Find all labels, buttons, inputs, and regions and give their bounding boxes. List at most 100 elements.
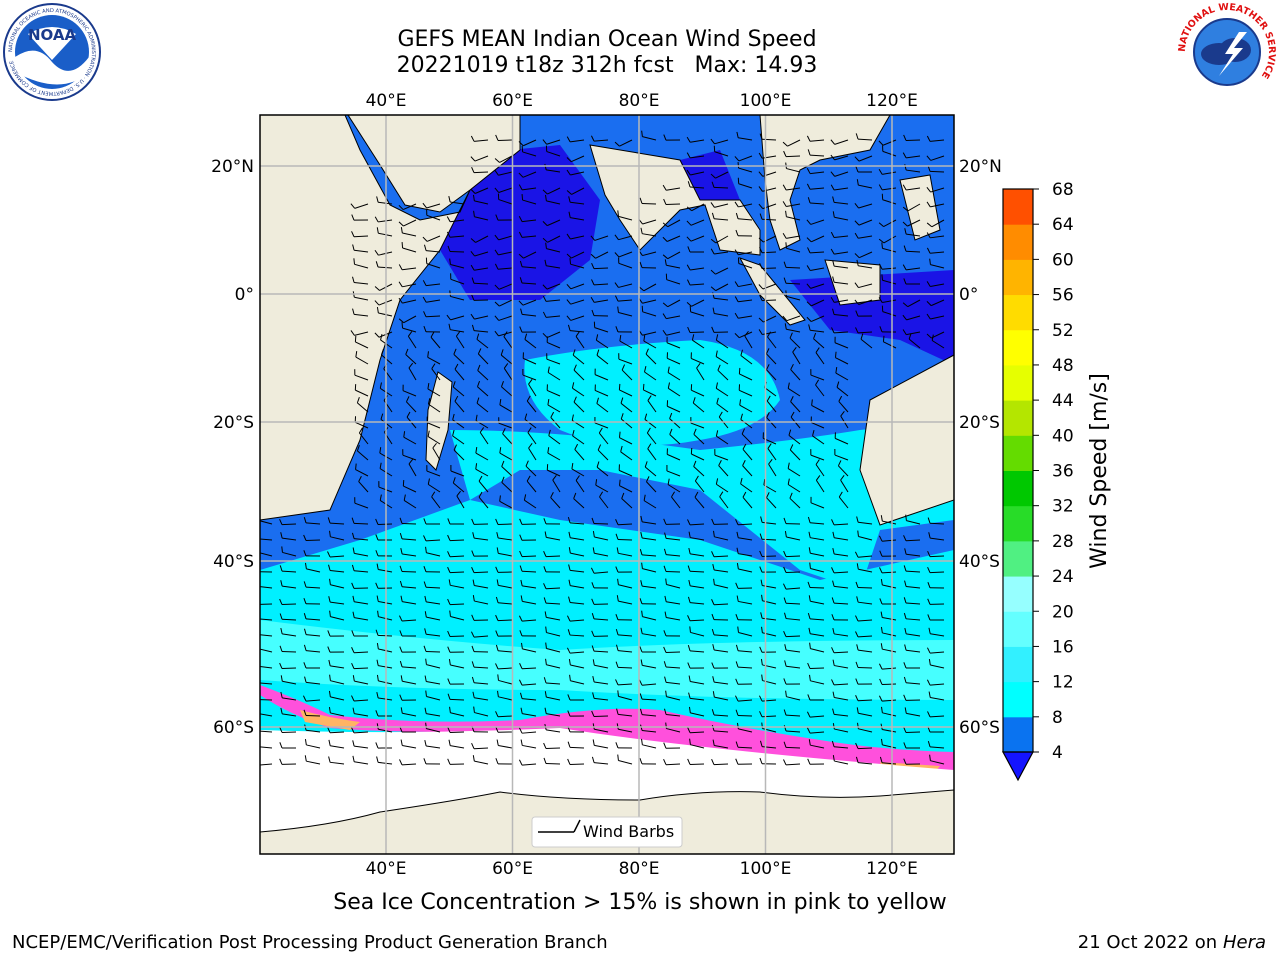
wind-barb-icon: [518, 251, 537, 259]
wind-barb-icon: [423, 311, 441, 318]
wind-barb-icon: [473, 706, 489, 717]
wind-barb-icon: [832, 531, 849, 541]
wind-barb-icon: [711, 518, 729, 525]
colorbar-segment: [1003, 400, 1033, 436]
wind-barb-icon: [837, 460, 849, 477]
wind-barb-icon: [279, 758, 297, 765]
wind-barb-icon: [352, 547, 369, 557]
wind-barb-icon: [566, 169, 585, 176]
wind-barb-icon: [376, 196, 393, 205]
wind-barb-icon: [856, 516, 873, 525]
wind-barb-icon: [879, 756, 897, 765]
wind-barbs-layer: [260, 130, 945, 766]
wind-barb-icon: [787, 478, 801, 493]
wind-barb-icon: [501, 476, 513, 493]
lat-tick-label-left: 0°: [235, 285, 254, 305]
wind-barb-icon: [855, 661, 873, 669]
wind-barb-icon: [713, 145, 729, 157]
colorbar-tick-label: 40: [1052, 426, 1074, 446]
wind-barb-icon: [495, 711, 513, 718]
wind-barb-icon: [694, 491, 705, 509]
wind-barb-icon: [470, 313, 489, 320]
colorbar-segment: [1003, 505, 1033, 542]
wind-barb-icon: [854, 251, 873, 259]
wind-barb-icon: [590, 567, 609, 574]
wind-barb-icon: [810, 449, 825, 461]
wind-barb-icon: [857, 722, 873, 733]
wind-barb-icon: [836, 381, 849, 397]
wind-barb-icon: [710, 267, 729, 275]
wind-barb-icon: [495, 134, 513, 141]
wind-barb-icon: [542, 331, 561, 339]
wind-barb-icon: [711, 181, 729, 189]
wind-barb-icon: [567, 629, 585, 637]
wind-barb-icon: [568, 564, 585, 573]
wind-barb-icon: [615, 566, 633, 573]
wind-barb-icon: [815, 347, 825, 365]
wind-barb-icon: [453, 444, 465, 461]
wind-barb-icon: [375, 534, 393, 541]
wind-barb-icon: [279, 613, 297, 621]
wind-barb-icon: [662, 313, 681, 320]
wind-barb-icon: [760, 579, 777, 589]
wind-barb-icon: [878, 535, 897, 542]
wind-barb-icon: [376, 756, 393, 765]
wind-barb-icon: [639, 597, 657, 605]
wind-barb-icon: [614, 282, 633, 288]
wind-barb-icon: [304, 755, 321, 765]
wind-barb-icon: [688, 692, 705, 701]
wind-barb-icon: [760, 658, 777, 669]
wind-barb-icon: [643, 494, 657, 509]
wind-barb-icon: [927, 614, 945, 621]
colorbar-segment: [1003, 611, 1033, 647]
wind-barb-icon: [568, 579, 585, 589]
wind-barb-icon: [448, 579, 465, 589]
wind-barb-icon: [719, 491, 729, 509]
wind-barb-icon: [519, 277, 537, 285]
wind-barb-icon: [759, 247, 777, 254]
wind-barb-icon: [812, 429, 825, 445]
wind-barb-icon: [879, 678, 897, 685]
wind-barb-icon: [835, 367, 849, 381]
wind-barb-icon: [518, 727, 537, 734]
wind-barb-icon: [618, 353, 633, 365]
wind-barb-icon: [830, 231, 849, 238]
lat-tick-label-left: 40°S: [213, 552, 254, 572]
wind-barb-icon: [737, 177, 753, 189]
wind-barb-icon: [518, 184, 537, 191]
wind-barb-icon: [352, 611, 369, 621]
wind-barb-icon: [761, 594, 777, 605]
wind-barb-icon: [715, 334, 729, 349]
wind-barb-icon: [686, 219, 705, 226]
wind-barb-icon: [667, 478, 681, 493]
wind-barb-icon: [447, 678, 465, 685]
wind-barb-icon: [687, 758, 705, 765]
wind-barb-icon: [831, 614, 849, 621]
wind-barb-icon: [592, 676, 609, 685]
wind-barb-icon: [639, 758, 657, 765]
wind-barb-icon: [665, 690, 681, 701]
wind-barb-icon: [789, 492, 801, 509]
wind-barb-icon: [543, 597, 561, 605]
wind-barb-icon: [647, 395, 657, 413]
wind-barb-icon: [808, 739, 825, 749]
wind-barb-icon: [663, 134, 681, 141]
wind-barb-icon: [735, 229, 753, 237]
wind-barb-icon: [713, 530, 729, 541]
wind-barb-icon: [327, 551, 345, 558]
wind-barb-icon: [860, 333, 873, 349]
wind-barb-icon: [904, 580, 921, 589]
wind-barb-icon: [454, 363, 465, 381]
wind-barb-icon: [471, 294, 489, 301]
wind-barb-icon: [523, 494, 537, 509]
wind-barb-icon: [734, 155, 753, 162]
wind-barb-icon: [327, 727, 345, 734]
wind-barb-icon: [689, 626, 705, 637]
colorbar-tick-label: 16: [1052, 637, 1074, 657]
wind-barb-icon: [904, 627, 921, 637]
wind-barb-icon: [926, 313, 945, 320]
wind-barb-icon: [640, 627, 657, 637]
wind-barb-icon: [711, 613, 729, 621]
wind-barb-icon: [621, 364, 633, 381]
